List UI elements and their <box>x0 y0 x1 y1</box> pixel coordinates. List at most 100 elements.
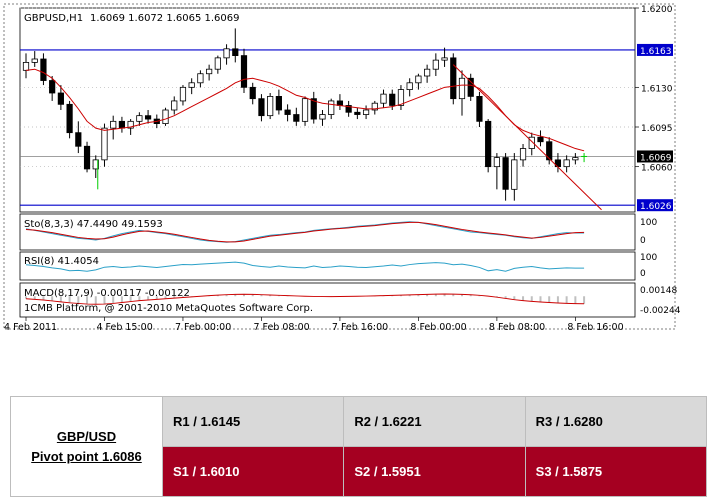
moving-average-line <box>25 68 585 152</box>
forex-chart: GBPUSD,H1 1.6069 1.6072 1.6065 1.6069 1.… <box>3 3 681 333</box>
time-axis: 4 Feb 2011 4 Feb 15:00 7 Feb 00:00 7 Feb 08… <box>4 317 624 333</box>
s1-cell: S1 / 1.6010 <box>161 446 345 497</box>
candle-body <box>476 96 483 122</box>
candle-body <box>345 105 352 113</box>
candle-body <box>136 115 143 122</box>
time-tick-label: 8 Feb 16:00 <box>567 322 623 333</box>
candle-body <box>188 82 195 88</box>
stochastic-label: Sto(8,3,3) 47.4490 49.1593 <box>24 219 163 230</box>
candle-body <box>424 68 431 77</box>
rsi-tick-100: 100 <box>640 253 657 263</box>
candle-body <box>354 111 361 115</box>
candle-body <box>485 120 492 168</box>
candle-body <box>293 114 300 122</box>
indicator-series-0 <box>25 261 585 272</box>
candle-body <box>406 82 413 91</box>
candle-body <box>537 136 544 143</box>
time-tick-label: 8 Feb 00:00 <box>410 322 466 333</box>
pivot-title-cell: GBP/USD Pivot point 1.6086 <box>10 396 163 497</box>
ohlc-label: 1.6069 1.6072 1.6065 1.6069 <box>90 13 240 24</box>
pair-label: GBP/USD <box>56 428 117 444</box>
rsi-lines <box>25 261 585 272</box>
candle-body <box>563 159 570 168</box>
candle-body <box>467 77 474 97</box>
candle-body <box>432 59 439 70</box>
time-tick-label: 7 Feb 16:00 <box>332 322 388 333</box>
candle-body <box>267 96 274 117</box>
candle-body <box>258 98 265 117</box>
candle-body <box>83 145 91 170</box>
candle-body <box>92 159 99 170</box>
candle-body <box>179 86 187 102</box>
candle-body <box>206 68 213 75</box>
pivot-table: GBP/USD Pivot point 1.6086 R1 / 1.6145 R… <box>10 396 708 497</box>
candle-body <box>171 100 178 111</box>
rsi-panel-frame <box>19 251 636 281</box>
price-tick-label: 1.6200 <box>641 5 673 15</box>
candle-body <box>362 109 370 115</box>
candle-body <box>223 48 230 59</box>
price-flags: 1.6163 1.6026 1.6069 <box>637 43 673 212</box>
macd-label: MACD(8,17,9) -0.00117 -0.00122 <box>24 288 190 299</box>
symbol-label: GBPUSD,H1 <box>24 13 83 24</box>
stochastic-tick-0: 0 <box>640 236 646 246</box>
candle-body <box>450 57 457 100</box>
price-tick-label: 1.6095 <box>641 124 673 134</box>
candle-body <box>240 55 248 88</box>
candle-body <box>22 62 30 71</box>
current-price-label: 1.6069 <box>640 153 672 163</box>
candle-body <box>546 141 553 161</box>
stochastic-tick-100: 100 <box>640 218 657 228</box>
s2-cell: S2 / 1.5951 <box>343 446 526 497</box>
candle-body <box>57 92 64 105</box>
time-tick-label: 4 Feb 15:00 <box>96 322 152 333</box>
stochastic-panel: Sto(8,3,3) 47.4490 49.1593 100 0 <box>19 213 657 251</box>
candle-body <box>458 77 466 100</box>
price-tick-label: 1.6130 <box>641 84 673 94</box>
copyright-label: 1CMB Platform, @ 2001-2010 MetaQuotes So… <box>24 303 313 314</box>
candle-body <box>493 157 500 168</box>
r2-cell: R2 / 1.6221 <box>343 396 526 447</box>
candle-body <box>301 98 309 122</box>
candle-body <box>371 102 378 111</box>
price-panel: GBPUSD,H1 1.6069 1.6072 1.6065 1.6069 1.… <box>19 5 673 213</box>
candle-body <box>162 109 169 125</box>
candle-body <box>75 132 82 147</box>
candle-body <box>197 73 204 84</box>
candle-body <box>66 103 73 134</box>
stochastic-panel-frame <box>19 213 636 251</box>
candle-body <box>389 93 396 106</box>
pivot-point-label: Pivot point 1.6086 <box>31 448 142 464</box>
price-axis: 1.6200 1.6130 1.6095 1.6060 <box>635 5 673 174</box>
price-gridlines <box>20 7 635 168</box>
current-price-flag <box>637 150 673 163</box>
level-flag-label: 1.6026 <box>640 202 672 212</box>
candle-body <box>232 48 239 56</box>
candle-body <box>519 148 527 161</box>
candle-body <box>319 114 326 120</box>
time-tick-label: 7 Feb 00:00 <box>175 322 231 333</box>
level-flag-label: 1.6163 <box>640 47 672 57</box>
time-tick-label: 4 Feb 2011 <box>4 322 57 333</box>
candle-body <box>110 120 117 129</box>
macd-lines <box>25 293 585 305</box>
candle-body <box>528 136 535 149</box>
candle-body <box>397 89 405 106</box>
candle-body <box>328 100 335 115</box>
candle-body <box>415 75 422 84</box>
candle-body <box>441 57 448 61</box>
rsi-label: RSI(8) 41.4054 <box>24 256 99 267</box>
candle-body <box>40 58 47 81</box>
candle-body <box>380 93 387 104</box>
rsi-panel: RSI(8) 41.4054 100 0 <box>19 251 657 281</box>
candle-body <box>511 159 518 190</box>
indicator-series-1 <box>25 221 585 243</box>
stochastic-lines <box>25 221 585 243</box>
candle-body <box>118 120 126 129</box>
macd-tick-bottom: -0.00244 <box>640 306 681 316</box>
rsi-tick-0: 0 <box>640 269 646 279</box>
candle-body <box>49 80 56 94</box>
candle-body <box>214 57 221 70</box>
s3-cell: S3 / 1.5875 <box>524 446 708 497</box>
candle-body <box>31 58 38 63</box>
